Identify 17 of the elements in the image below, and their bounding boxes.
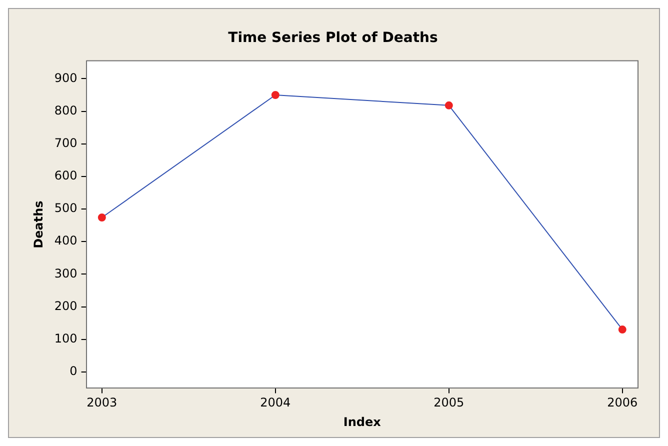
y-tick-label: 100 bbox=[54, 331, 78, 346]
x-axis-title: Index bbox=[343, 414, 382, 429]
y-axis-title: Deaths bbox=[31, 200, 46, 248]
chart-title: Time Series Plot of Deaths bbox=[228, 30, 438, 46]
x-tick-label: 2003 bbox=[86, 396, 118, 410]
y-tick-label: 700 bbox=[54, 136, 78, 150]
y-tick-label: 0 bbox=[70, 364, 78, 378]
x-tick-label: 2004 bbox=[260, 396, 291, 410]
y-tick-label: 200 bbox=[54, 298, 78, 313]
y-tick-label: 800 bbox=[54, 103, 78, 118]
y-tick-label: 600 bbox=[54, 168, 78, 183]
y-tick-label: 900 bbox=[54, 70, 78, 85]
y-tick-label: 400 bbox=[54, 234, 78, 248]
y-tick-label: 500 bbox=[54, 201, 78, 216]
y-tick-label: 300 bbox=[54, 266, 78, 280]
x-tick-label: 2006 bbox=[607, 396, 638, 410]
x-tick-label: 2005 bbox=[434, 396, 464, 410]
